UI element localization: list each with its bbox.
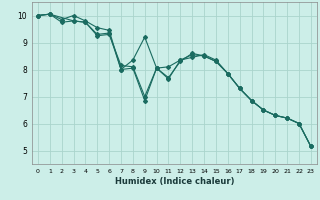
X-axis label: Humidex (Indice chaleur): Humidex (Indice chaleur) — [115, 177, 234, 186]
